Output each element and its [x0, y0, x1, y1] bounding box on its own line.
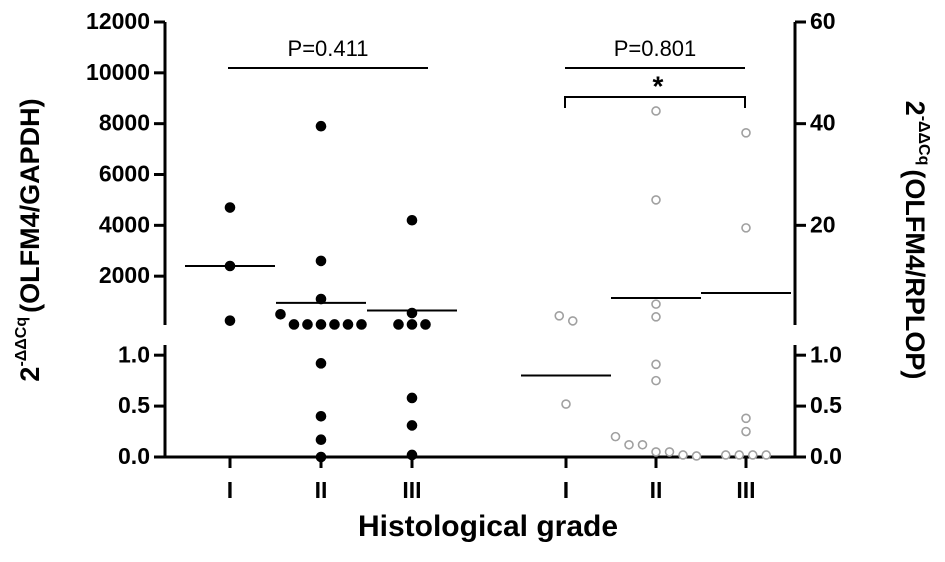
data-point	[315, 358, 327, 369]
y2-label-text: (OLFM4/RPLOP)	[900, 169, 930, 379]
y-label-sup: -ΔΔCq	[13, 317, 30, 367]
y2-label-sup: -ΔΔCq	[915, 116, 932, 166]
data-point	[315, 434, 327, 445]
data-point	[554, 311, 565, 321]
y2-axis-label: 2-ΔΔCq (OLFM4/RPLOP)	[900, 101, 932, 380]
data-point	[741, 426, 751, 437]
x-axis-label: Histological grade	[358, 510, 618, 543]
data-point	[275, 308, 286, 320]
data-point	[561, 399, 571, 409]
tick-label: 60	[810, 8, 836, 34]
data-point	[315, 255, 327, 267]
tick-label: 1.0	[810, 341, 842, 367]
data-point	[741, 413, 751, 424]
data-point	[624, 439, 634, 450]
data-point	[406, 420, 418, 431]
data-point	[691, 451, 702, 461]
data-point	[302, 319, 313, 330]
data-point	[393, 319, 404, 330]
tick-label: 12000	[86, 8, 150, 34]
tick-label: 2000	[99, 262, 150, 288]
significance-bracket	[564, 96, 746, 108]
data-point	[651, 359, 661, 370]
data-point	[356, 319, 367, 330]
x-tick-label: I	[563, 477, 569, 503]
tick-label: 8000	[99, 110, 150, 136]
data-point	[651, 447, 661, 457]
data-point	[651, 195, 661, 205]
data-point	[315, 319, 327, 330]
data-point	[329, 319, 340, 330]
x-tick-label: III	[736, 477, 755, 503]
x-tick-label: III	[402, 477, 421, 503]
data-point	[747, 450, 758, 460]
data-point	[406, 392, 418, 404]
data-point	[720, 450, 731, 460]
tick-label: 6000	[99, 161, 150, 187]
data-point	[610, 431, 621, 442]
tick-label: 40	[810, 110, 836, 136]
annotation: *	[653, 70, 664, 101]
data-point	[288, 319, 300, 330]
tick-label: 1.0	[118, 341, 150, 367]
y2-label-base: 2	[900, 101, 930, 116]
x-tick-label: I	[227, 477, 233, 503]
data-point	[741, 223, 751, 233]
data-point	[664, 447, 675, 457]
data-point	[315, 120, 327, 132]
data-point	[406, 214, 418, 226]
data-point	[651, 312, 661, 322]
data-point	[651, 375, 661, 386]
data-point	[420, 319, 431, 330]
data-point	[741, 128, 751, 138]
tick-label: 0.5	[810, 392, 842, 418]
data-point	[342, 319, 354, 330]
tick-label: 4000	[99, 211, 150, 237]
tick-label: 10000	[86, 59, 150, 85]
data-point	[224, 315, 236, 326]
data-point	[651, 299, 661, 309]
tick-label: 20	[810, 211, 836, 237]
y-axis-label: 2-ΔΔCq (OLFM4/GAPDH)	[13, 98, 45, 381]
tick-label: 0.5	[118, 392, 150, 418]
data-point	[406, 319, 418, 330]
data-point	[637, 439, 648, 450]
x-tick-label: II	[315, 477, 328, 503]
annotation: P=0.411	[288, 36, 369, 61]
data-point	[406, 449, 418, 461]
data-point	[224, 202, 236, 213]
data-point	[315, 410, 327, 422]
data-point	[651, 106, 661, 116]
data-point	[761, 450, 772, 460]
annotation: P=0.801	[614, 36, 697, 61]
tick-label: 0.0	[118, 443, 150, 469]
y-label-text: (OLFM4/GAPDH)	[15, 98, 45, 312]
data-point	[567, 316, 578, 326]
data-point	[678, 450, 688, 460]
y-label-base: 2	[15, 367, 45, 382]
data-point	[734, 450, 745, 460]
tick-label: 0.0	[810, 443, 842, 469]
data-point	[315, 451, 327, 463]
x-tick-label: II	[650, 477, 663, 503]
